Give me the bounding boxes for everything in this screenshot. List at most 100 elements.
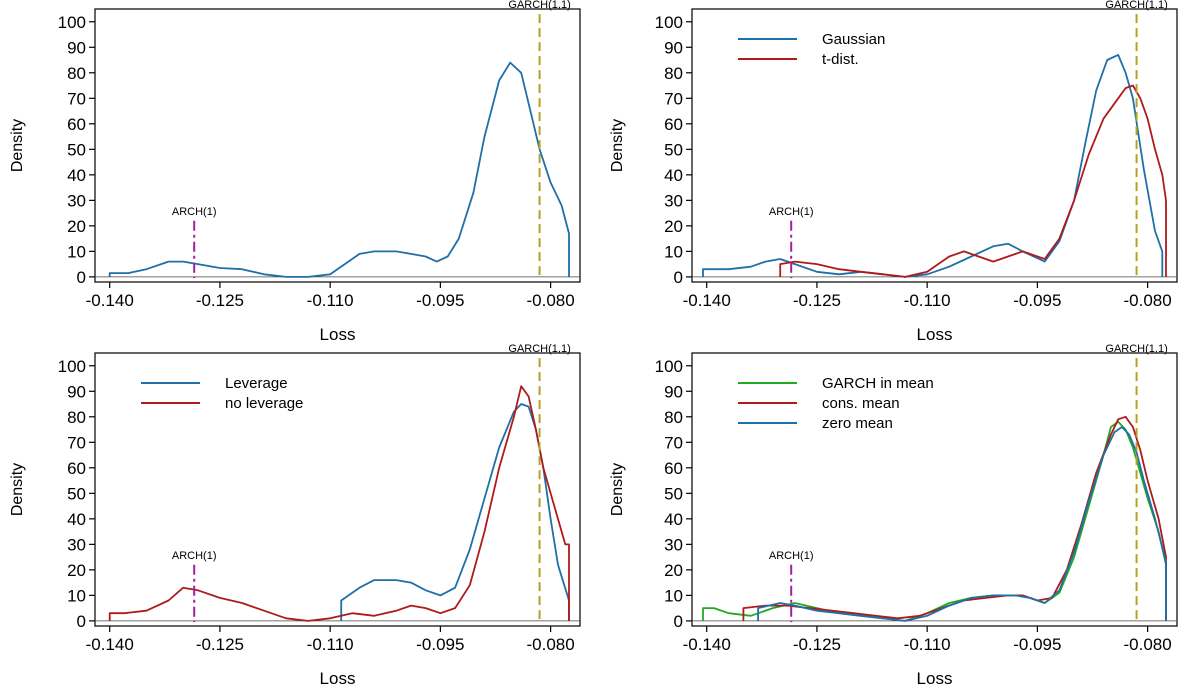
y-tick-label: 100 — [655, 357, 683, 376]
series-line-1 — [108, 61, 570, 278]
annotation-label-2: GARCH(1,1) — [508, 0, 570, 11]
x-tick-label: -0.140 — [86, 291, 134, 310]
annotation-label-2: GARCH(1,1) — [508, 343, 570, 355]
y-tick-label: 50 — [67, 484, 86, 503]
y-axis-label: Density — [9, 463, 26, 516]
panel-3: 0 10 20 30 40 50 60 70 80 90 100 -0.140 -0.125 -0.110… — [9, 343, 581, 688]
legend-entry-1: Leverage — [225, 375, 288, 392]
x-axis-label: Loss — [320, 325, 356, 344]
series-line-1 — [702, 54, 1164, 278]
y-tick-label: 30 — [664, 535, 683, 554]
x-tick-label: -0.110 — [904, 635, 951, 654]
y-tick-label: 80 — [664, 64, 683, 83]
x-tick-label: -0.095 — [1013, 635, 1061, 654]
plot-frame — [94, 8, 581, 283]
panel-4: 0 10 20 30 40 50 60 70 80 90 100 -0.140 -0.125 -0.110… — [609, 343, 1178, 688]
y-tick-label: 90 — [664, 382, 683, 401]
y-tick-label: 0 — [77, 612, 86, 631]
y-tick-label: 30 — [67, 191, 86, 210]
y-tick-label: 40 — [664, 510, 683, 529]
series-line-1 — [340, 403, 570, 621]
y-tick-label: 20 — [67, 217, 86, 236]
y-tick-label: 100 — [655, 13, 683, 32]
plot-frame — [691, 8, 1178, 283]
legend-entry-2: no leverage — [225, 395, 303, 412]
series-line-2 — [742, 415, 1167, 621]
y-tick-label: 70 — [67, 433, 86, 452]
x-tick-label: -0.125 — [793, 291, 841, 310]
x-tick-label: -0.095 — [416, 291, 464, 310]
y-tick-label: 50 — [664, 484, 683, 503]
annotation-label-1: ARCH(1) — [172, 550, 217, 562]
y-tick-label: 70 — [67, 89, 86, 108]
y-tick-label: 50 — [664, 140, 683, 159]
x-tick-label: -0.110 — [904, 291, 951, 310]
y-tick-label: 80 — [664, 408, 683, 427]
x-tick-label: -0.110 — [307, 291, 354, 310]
y-tick-label: 20 — [664, 561, 683, 580]
annotation-label-1: ARCH(1) — [769, 206, 814, 218]
y-tick-label: 0 — [77, 268, 86, 287]
y-tick-label: 10 — [67, 242, 86, 261]
y-tick-label: 100 — [58, 357, 86, 376]
series-line-1 — [702, 420, 1167, 622]
plot-frame — [94, 352, 581, 627]
y-tick-label: 30 — [664, 191, 683, 210]
y-tick-label: 40 — [67, 166, 86, 185]
x-tick-label: -0.095 — [1013, 291, 1061, 310]
annotation-label-1: ARCH(1) — [769, 550, 814, 562]
series-line-2 — [779, 84, 1167, 278]
x-tick-label: -0.080 — [1124, 635, 1172, 654]
x-tick-label: -0.095 — [416, 635, 464, 654]
y-tick-label: 0 — [674, 268, 683, 287]
plot-frame — [691, 352, 1178, 627]
y-tick-label: 30 — [67, 535, 86, 554]
y-tick-label: 60 — [67, 459, 86, 478]
y-tick-label: 40 — [67, 510, 86, 529]
y-tick-label: 0 — [674, 612, 683, 631]
x-tick-label: -0.080 — [527, 291, 575, 310]
panel-2: 0 10 20 30 40 50 60 70 80 90 100 -0.140 -0.125 -0.110… — [609, 0, 1178, 344]
x-tick-label: -0.140 — [86, 635, 134, 654]
y-tick-label: 60 — [67, 115, 86, 134]
y-tick-label: 20 — [664, 217, 683, 236]
y-tick-label: 90 — [67, 38, 86, 57]
x-tick-label: -0.125 — [196, 291, 244, 310]
x-tick-label: -0.110 — [307, 635, 354, 654]
y-tick-label: 60 — [664, 459, 683, 478]
y-tick-label: 70 — [664, 89, 683, 108]
legend-entry-1: Gaussian — [822, 31, 885, 48]
annotation-label-2: GARCH(1,1) — [1105, 343, 1167, 355]
y-tick-label: 50 — [67, 140, 86, 159]
x-tick-label: -0.080 — [527, 635, 575, 654]
legend-entry-1: GARCH in mean — [822, 375, 934, 392]
y-tick-label: 90 — [664, 38, 683, 57]
annotation-label-2: GARCH(1,1) — [1105, 0, 1167, 11]
legend-entry-2: cons. mean — [822, 395, 900, 412]
x-tick-label: -0.080 — [1124, 291, 1172, 310]
y-axis-label: Density — [9, 119, 26, 172]
y-tick-label: 100 — [58, 13, 86, 32]
series-line-3 — [757, 426, 1167, 622]
y-tick-label: 10 — [67, 586, 86, 605]
x-axis-label: Loss — [917, 669, 953, 688]
x-tick-label: -0.140 — [683, 635, 731, 654]
x-axis-label: Loss — [917, 325, 953, 344]
x-tick-label: -0.140 — [683, 291, 731, 310]
y-axis-label: Density — [609, 119, 626, 172]
y-tick-label: 10 — [664, 242, 683, 261]
x-tick-label: -0.125 — [196, 635, 244, 654]
x-axis-label: Loss — [320, 669, 356, 688]
y-axis-label: Density — [609, 463, 626, 516]
y-tick-label: 60 — [664, 115, 683, 134]
legend-entry-2: t-dist. — [822, 51, 859, 68]
y-tick-label: 80 — [67, 64, 86, 83]
y-tick-label: 10 — [664, 586, 683, 605]
series-line-2 — [108, 385, 570, 622]
panel-1: 0 10 20 30 40 50 60 70 80 90 100 -0.140 -0.125 -0.110… — [9, 0, 581, 344]
y-tick-label: 20 — [67, 561, 86, 580]
annotation-label-1: ARCH(1) — [172, 206, 217, 218]
y-tick-label: 70 — [664, 433, 683, 452]
legend-entry-3: zero mean — [822, 415, 893, 432]
